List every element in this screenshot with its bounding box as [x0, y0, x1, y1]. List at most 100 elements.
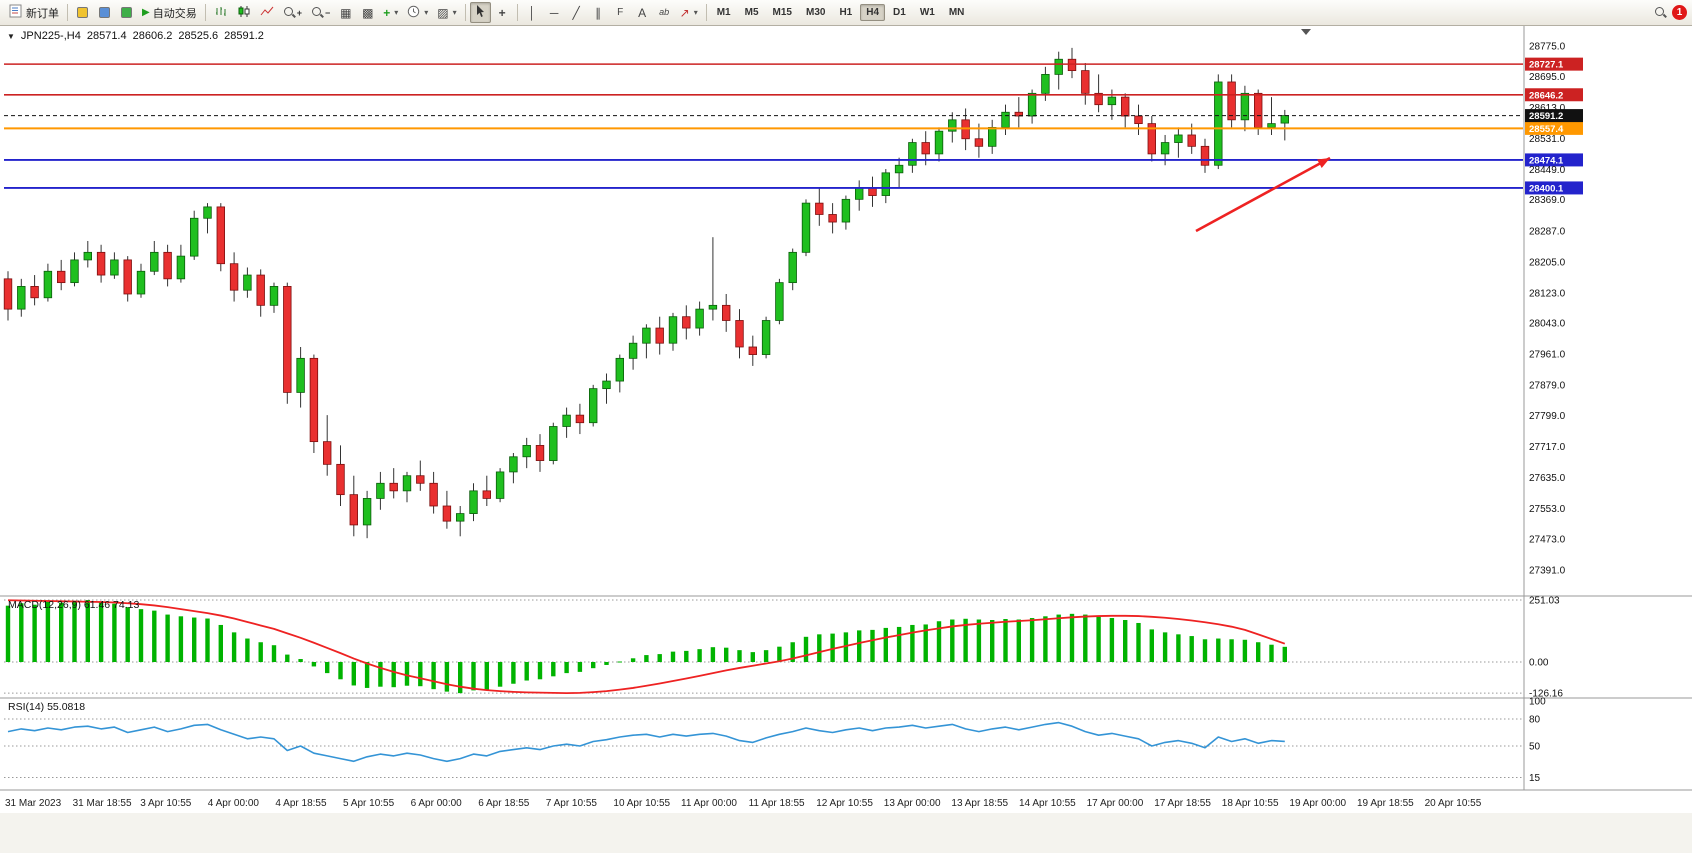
candle [283, 286, 292, 393]
crosshair-button[interactable]: + [492, 2, 513, 23]
candle [1254, 92, 1263, 128]
candle [150, 251, 159, 272]
price-level-badge [1525, 181, 1583, 195]
svg-text:28205.0: 28205.0 [1529, 257, 1566, 268]
macd-signal-line [7, 599, 1286, 695]
timeframe-D1-button[interactable]: D1 [893, 7, 906, 18]
svg-text:3 Apr 10:55: 3 Apr 10:55 [140, 798, 192, 809]
macd-bar [976, 619, 982, 662]
macd-bar [258, 642, 263, 662]
svg-text:80: 80 [1529, 715, 1541, 726]
candle [509, 456, 518, 473]
zoom-in-button[interactable]: + [279, 2, 306, 23]
strategy-tester-button[interactable] [116, 2, 137, 23]
indicators-button[interactable]: + ▾ [379, 2, 402, 23]
timeframe-M15-button[interactable]: M15 [772, 7, 792, 18]
arrows-button[interactable]: ↗ ▾ [676, 2, 702, 23]
candle [469, 490, 478, 514]
timeframe-W1-button[interactable]: W1 [919, 7, 935, 18]
templates-button[interactable]: ▨ ▾ [433, 2, 460, 23]
macd-bar [5, 605, 11, 662]
macd-bar [1016, 619, 1021, 662]
macd-bar [697, 649, 702, 662]
annotations-layer[interactable] [1195, 156, 1331, 233]
candle [1240, 92, 1250, 121]
macd-bar [1216, 638, 1221, 662]
fibonacci-button[interactable]: F [610, 2, 631, 23]
tile-windows-button[interactable]: ▦ [335, 2, 356, 23]
macd-bar [1136, 622, 1141, 662]
macd-bar [404, 662, 410, 686]
svg-text:10 Apr 10:55: 10 Apr 10:55 [613, 798, 670, 809]
macd-bar [1096, 616, 1101, 662]
macd-bar [391, 662, 396, 688]
autotrading-button[interactable]: ▶ 自动交易 [138, 2, 201, 23]
candle [841, 198, 851, 223]
chevron-down-icon: ▾ [452, 8, 457, 17]
svg-text:7 Apr 10:55: 7 Apr 10:55 [546, 798, 598, 809]
line-chart-button[interactable] [256, 2, 278, 23]
horizontal-line-icon: ─ [549, 5, 559, 20]
timeframe-H4-button[interactable]: H4 [860, 4, 886, 21]
macd-bar [152, 610, 157, 662]
timeframe-M30-button[interactable]: M30 [805, 7, 826, 18]
search-button[interactable] [1650, 2, 1671, 23]
trendline-button[interactable]: ╱ [566, 2, 587, 23]
toolbar-separator [464, 4, 466, 21]
candle [455, 513, 465, 522]
periods-button[interactable]: ▾ [403, 2, 432, 23]
new-order-button[interactable]: 新订单 [5, 2, 63, 23]
ohlc-high: 28606.2 [132, 30, 173, 42]
channel-button[interactable]: ∥ [588, 2, 609, 23]
candle [309, 357, 319, 443]
horizontal-line-button[interactable]: ─ [544, 2, 565, 23]
trend-arrow-head [1317, 158, 1330, 169]
level-lines-layer[interactable]: 28727.1 28646.2 28557.4 28474.1 28400.1 28591… [4, 57, 1583, 195]
macd-bar [843, 632, 849, 662]
svg-text:27553.0: 27553.0 [1529, 504, 1566, 515]
candle [761, 320, 771, 355]
candle [788, 251, 797, 284]
metaeditor-button[interactable] [72, 2, 93, 23]
cursor-button[interactable] [469, 2, 491, 23]
zoom-out-button[interactable]: − [307, 2, 334, 23]
market-watch-icon [99, 7, 110, 18]
price-level-badge [1525, 153, 1583, 167]
notification-badge[interactable]: 1 [1672, 5, 1687, 20]
market-watch-button[interactable] [94, 2, 115, 23]
metaeditor-icon [77, 7, 88, 18]
candlestick-chart-icon [237, 5, 251, 21]
candle [855, 187, 864, 200]
candle [376, 482, 385, 499]
indicators-icon: + [383, 5, 391, 20]
candle [203, 206, 212, 219]
macd-bar [657, 654, 662, 662]
text-button[interactable]: A [632, 2, 653, 23]
bar-chart-button[interactable] [210, 2, 232, 23]
vertical-line-button[interactable]: │ [522, 2, 543, 23]
templates-icon: ▨ [437, 5, 449, 20]
timeframe-MN-button[interactable]: MN [948, 7, 965, 18]
candlestick-chart-button[interactable] [233, 2, 255, 23]
label-button[interactable]: ab [654, 2, 675, 23]
candle [163, 251, 172, 280]
macd-bar [1003, 619, 1008, 662]
candle [801, 202, 811, 253]
candle [1121, 96, 1130, 117]
cascade-windows-button[interactable]: ▩ [357, 2, 378, 23]
timeframe-M1-button[interactable]: M1 [716, 7, 731, 18]
macd-bar [910, 624, 915, 662]
timeframe-H1-button[interactable]: H1 [839, 7, 853, 18]
rsi-label: RSI(14) 55.0818 [8, 701, 86, 713]
rsi-panel: 100 80 50 15 [4, 697, 1546, 784]
svg-text:31 Mar 18:55: 31 Mar 18:55 [73, 798, 132, 809]
macd-bar [990, 620, 995, 662]
svg-text:28400.1: 28400.1 [1529, 183, 1564, 194]
rsi-line [7, 721, 1285, 763]
one-click-trading-toggle[interactable]: ▼ [7, 31, 15, 41]
timeframe-M5-button[interactable]: M5 [744, 7, 759, 18]
candle [362, 498, 372, 526]
candle [549, 426, 558, 461]
macd-bar [1256, 642, 1261, 662]
